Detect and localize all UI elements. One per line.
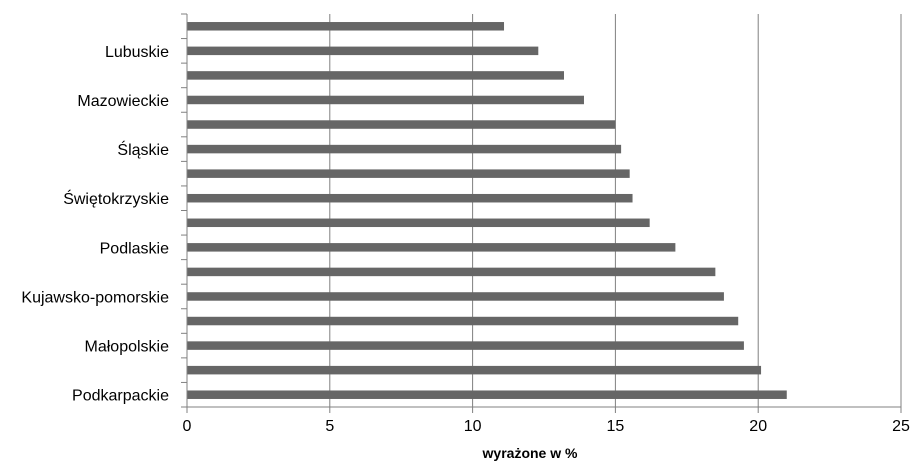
bar-5 (187, 144, 622, 154)
x-tick-labels: 0 5 10 15 20 25 (183, 418, 910, 435)
bar-6 (187, 169, 630, 178)
x-tick-label-3: 15 (607, 418, 625, 435)
x-tick-label-2: 10 (464, 418, 482, 435)
category-label-15: Podkarpackie (72, 388, 169, 405)
bar-11 (187, 292, 724, 301)
category-label-9: Podlaskie (100, 240, 169, 257)
bar-1 (187, 46, 539, 56)
bar-0 (187, 22, 505, 31)
bar-12 (187, 316, 739, 326)
bar-7 (187, 193, 633, 203)
bar-8 (187, 218, 650, 228)
category-label-5: Śląskie (117, 140, 169, 159)
bar-13 (187, 341, 744, 350)
bar-10 (187, 267, 716, 277)
category-label-11: Kujawsko-pomorskie (21, 289, 169, 306)
category-label-3: Mazowieckie (77, 93, 169, 110)
x-tick-label-1: 5 (325, 418, 334, 435)
category-label-7: Świętokrzyskie (63, 189, 169, 208)
category-label-13: Małopolskie (85, 339, 170, 356)
axes (181, 13, 902, 413)
bar-2 (187, 71, 564, 80)
x-tick-label-4: 20 (749, 418, 767, 435)
bar-3 (187, 95, 584, 105)
category-label-1: Lubuskie (105, 44, 169, 61)
bar-9 (187, 243, 676, 252)
bar-15 (187, 390, 787, 399)
bar-14 (187, 365, 762, 375)
category-labels: Lubuskie Mazowieckie Śląskie Świętokrzyskie… (21, 44, 169, 405)
bars (187, 22, 787, 399)
x-tick-label-5: 25 (892, 418, 910, 435)
x-axis-title: wyrażone w % (482, 445, 578, 461)
bar-4 (187, 120, 616, 129)
x-tick-label-0: 0 (183, 418, 192, 435)
